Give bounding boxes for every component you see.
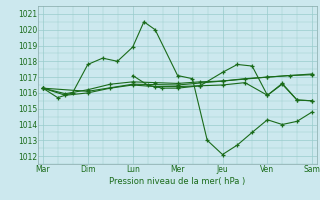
X-axis label: Pression niveau de la mer( hPa ): Pression niveau de la mer( hPa ) <box>109 177 246 186</box>
